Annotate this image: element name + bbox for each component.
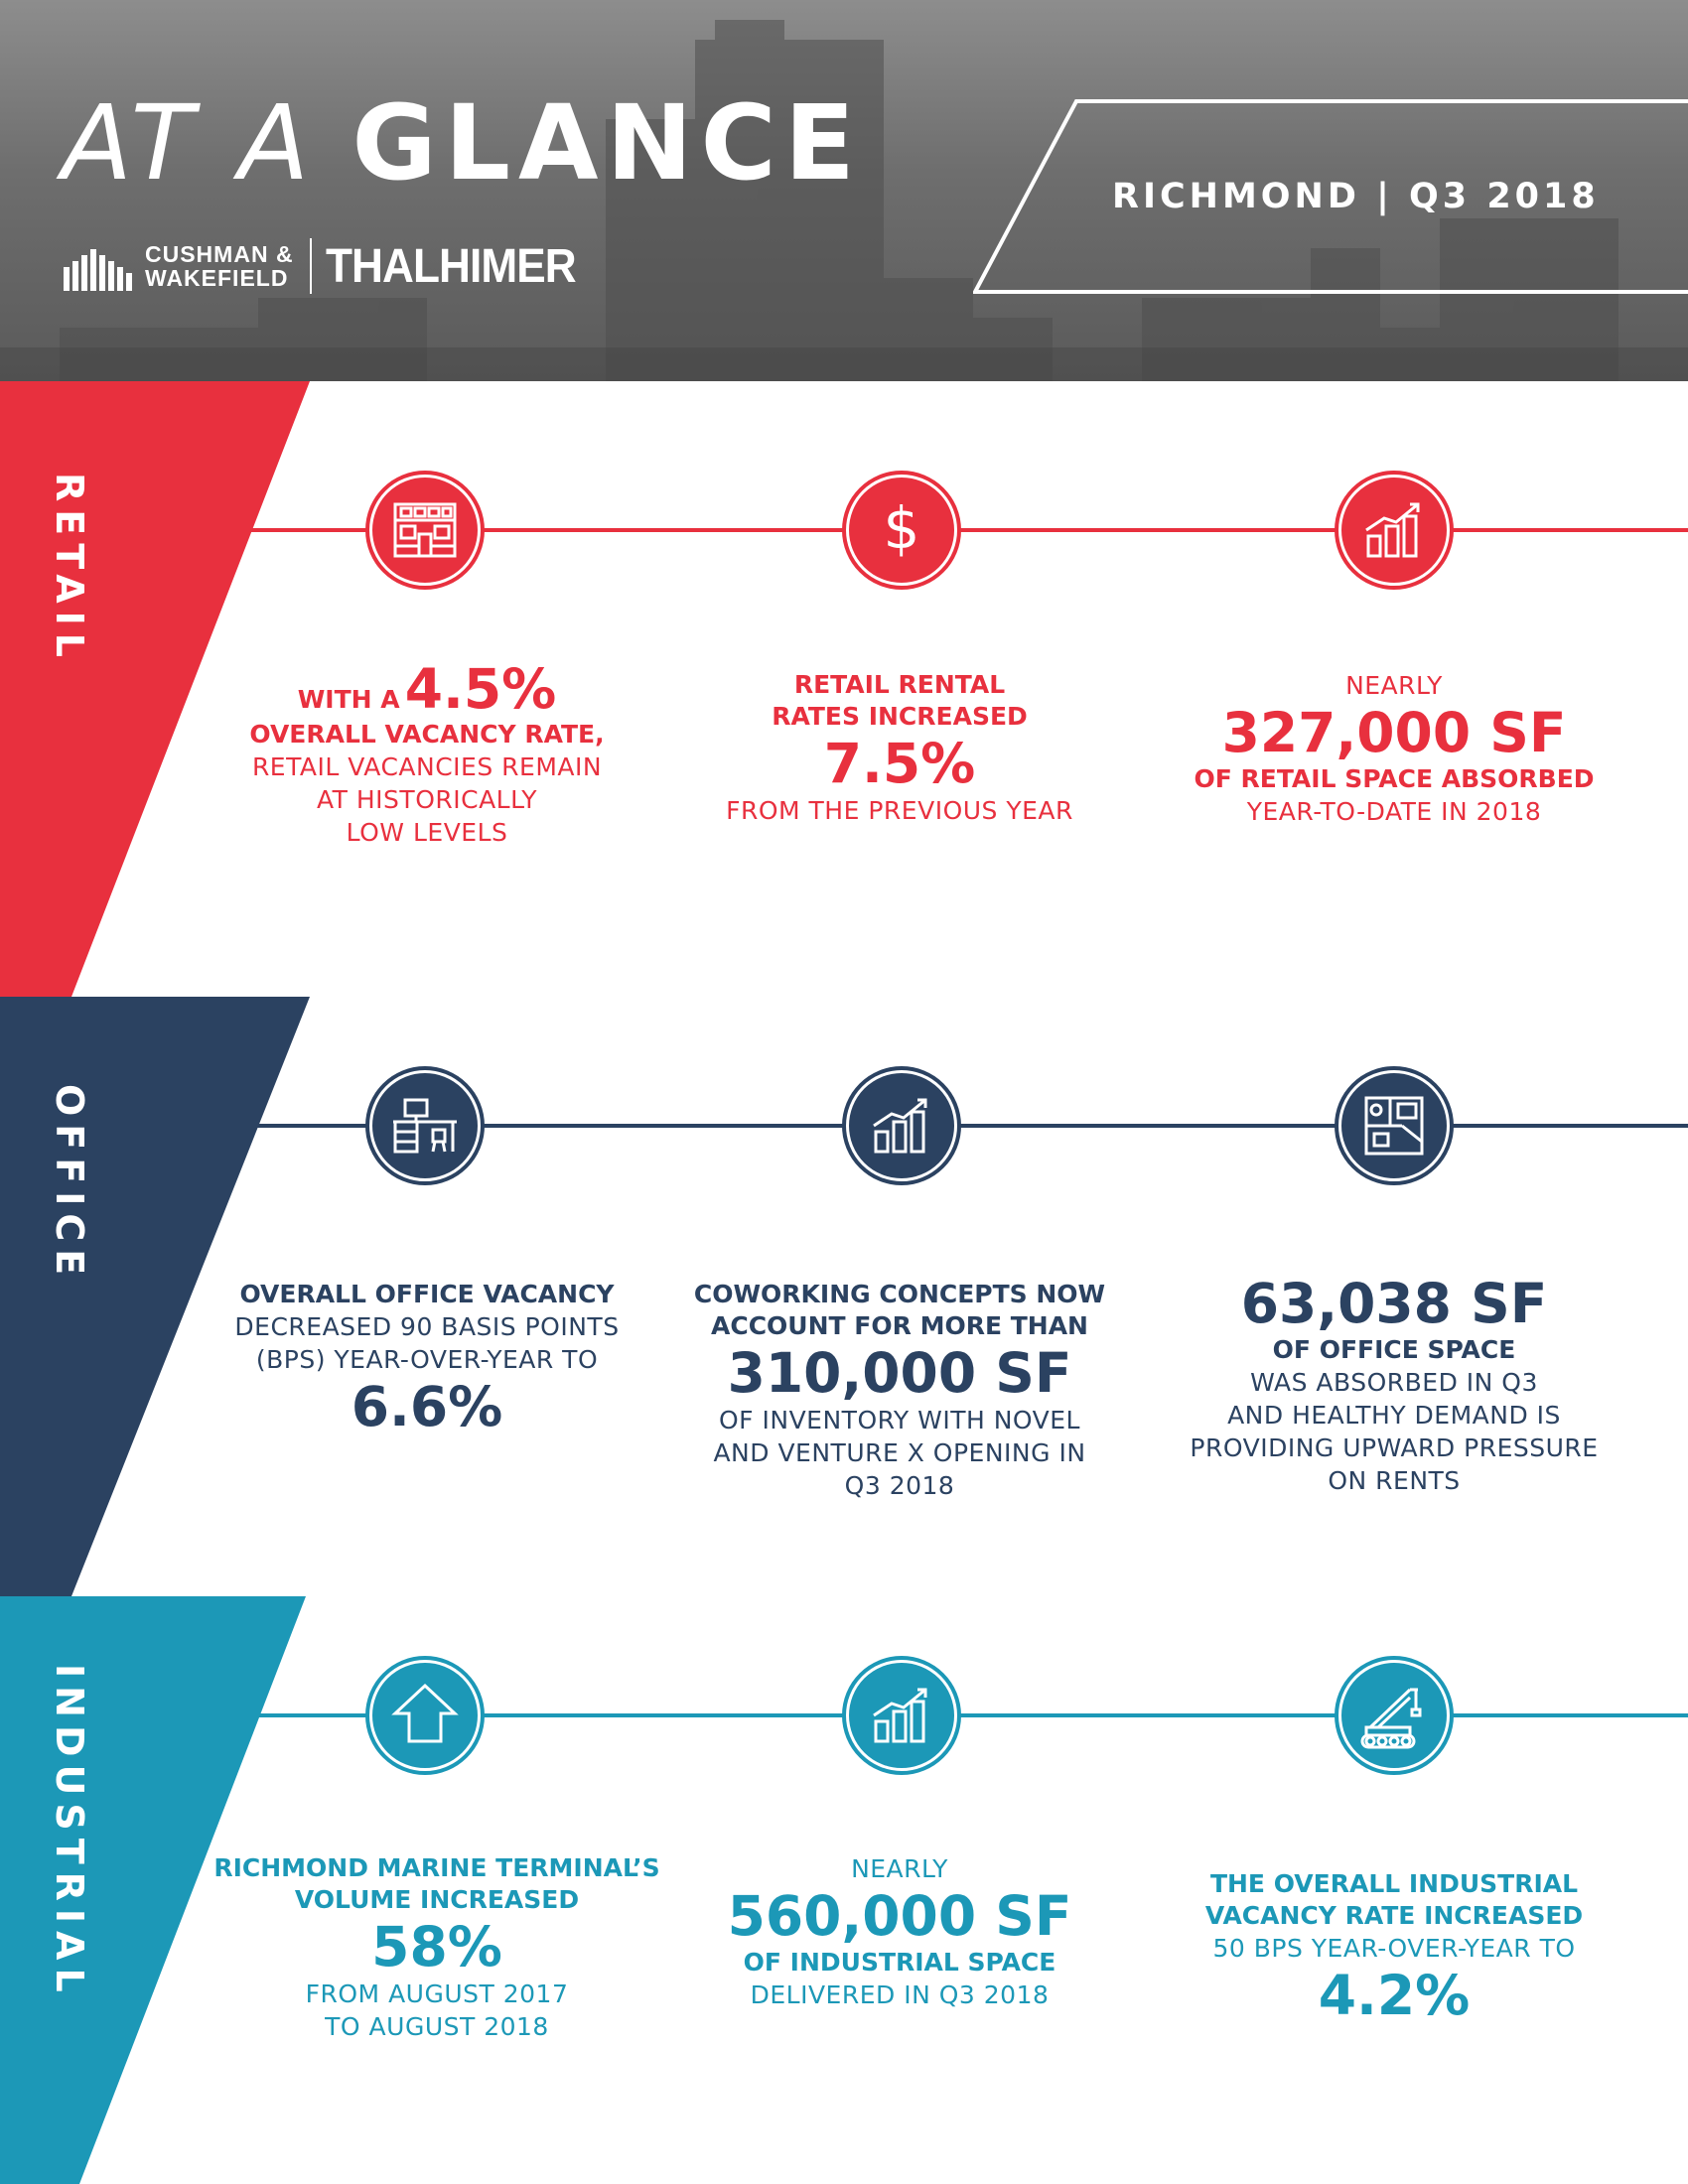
stat-bold-line: OVERALL VACANCY RATE,	[249, 720, 605, 749]
office-section-label: OFFICE	[48, 1084, 91, 1284]
marine-terminal-stat: RICHMOND MARINE TERMINAL’S VOLUME INCREA…	[199, 1852, 675, 2043]
growth-chart-icon	[1335, 471, 1454, 590]
stat-bold-line: RETAIL RENTAL	[793, 670, 1006, 699]
stat-bold-line: THE OVERALL INDUSTRIAL	[1209, 1869, 1579, 1898]
title-bold: GLANCE	[352, 82, 863, 204]
stat-bold-line: OF RETAIL SPACE ABSORBED	[1194, 764, 1595, 793]
stat-line: ON RENTS	[1328, 1466, 1461, 1495]
logo-thalhimer-text: THALHIMER	[325, 239, 577, 293]
title-light: AT A	[62, 82, 316, 204]
retail-vacancy-stat: WITH A 4.5% OVERALL VACANCY RATE, RETAIL…	[189, 659, 665, 849]
stat-line: LOW LEVELS	[346, 818, 508, 847]
industrial-delivered-stat: NEARLY 560,000 SF OF INDUSTRIAL SPACE DE…	[661, 1852, 1138, 2011]
stat-bold-line: OF OFFICE SPACE	[1272, 1335, 1516, 1364]
stat-line: (BPS) YEAR-OVER-YEAR TO	[255, 1345, 599, 1374]
stat-line: Q3 2018	[844, 1471, 955, 1500]
logo-cw-line2: WAKEFIELD	[145, 265, 289, 291]
city-skyline-background	[0, 20, 1688, 381]
industrial-divider-line	[248, 1713, 1688, 1717]
office-vacancy-stat: OVERALL OFFICE VACANCY DECREASED 90 BASI…	[189, 1279, 665, 1437]
stat-line: DECREASED 90 BASIS POINTS	[234, 1312, 620, 1341]
stat-bold-line: VACANCY RATE INCREASED	[1204, 1901, 1584, 1930]
cushman-wakefield-logo-icon	[64, 249, 132, 291]
location-period-label: RICHMOND | Q3 2018	[1112, 177, 1600, 216]
stat-line: WAS ABSORBED IN Q3	[1250, 1368, 1538, 1397]
stat-line: FROM THE PREVIOUS YEAR	[726, 796, 1073, 825]
stat-line: TO AUGUST 2018	[325, 2012, 549, 2041]
dollar-icon: $	[842, 471, 961, 590]
industrial-vacancy-stat: THE OVERALL INDUSTRIAL VACANCY RATE INCR…	[1156, 1868, 1632, 2026]
stat-bold-line: RICHMOND MARINE TERMINAL’S	[213, 1853, 660, 1882]
stat-value: 58%	[371, 1915, 502, 1979]
crane-icon	[1335, 1656, 1454, 1775]
stat-line: NEARLY	[851, 1854, 948, 1883]
stat-lead: WITH A	[297, 685, 400, 714]
stat-value: 327,000 SF	[1221, 701, 1567, 764]
stat-line: AND HEALTHY DEMAND IS	[1227, 1401, 1561, 1430]
stat-line: PROVIDING UPWARD PRESSURE	[1190, 1433, 1599, 1462]
stat-value: 7.5%	[823, 732, 976, 795]
growth-chart-icon	[842, 1066, 961, 1185]
industrial-section: INDUSTRIAL RICHMOND MARINE TERMINAL’S VO…	[0, 1596, 1688, 2184]
header: AT A GLANCE CUSHMAN & WAKEFIELD THALHIME…	[0, 0, 1688, 381]
stat-line: AND VENTURE X OPENING IN	[713, 1438, 1086, 1467]
stat-bold-line: OF INDUSTRIAL SPACE	[743, 1948, 1056, 1977]
stat-line: YEAR-TO-DATE IN 2018	[1246, 797, 1542, 826]
stat-bold-line: VOLUME INCREASED	[294, 1885, 580, 1914]
stat-line: OF INVENTORY WITH NOVEL	[719, 1406, 1080, 1434]
stat-line: 50 BPS YEAR-OVER-YEAR TO	[1212, 1934, 1576, 1963]
stat-bold-line: COWORKING CONCEPTS NOW	[693, 1280, 1106, 1308]
stat-value: 310,000 SF	[727, 1341, 1072, 1405]
stat-value: 560,000 SF	[727, 1884, 1072, 1948]
location-banner-frame	[973, 99, 1688, 294]
retail-rental-rate-stat: RETAIL RENTAL RATES INCREASED 7.5% FROM …	[661, 669, 1138, 827]
logo-cushman-wakefield-text: CUSHMAN & WAKEFIELD	[145, 242, 294, 290]
stat-line: FROM AUGUST 2017	[305, 1979, 569, 2008]
industrial-slant-band	[0, 1596, 306, 2184]
stat-value: 4.2%	[1318, 1964, 1471, 2027]
stat-line: NEARLY	[1345, 671, 1443, 700]
industrial-section-label: INDUSTRIAL	[48, 1664, 91, 2000]
retail-section: RETAIL $ WITH A 4.5% OVERALL VACANCY RAT…	[0, 381, 1688, 997]
office-slant-band	[0, 997, 310, 1596]
stat-line: DELIVERED IN Q3 2018	[750, 1980, 1050, 2009]
stat-value: 6.6%	[351, 1375, 503, 1438]
stat-bold-line: ACCOUNT FOR MORE THAN	[711, 1311, 1088, 1340]
growth-chart-icon	[842, 1656, 961, 1775]
page-title: AT A GLANCE	[62, 91, 863, 195]
office-section: OFFICE OVERALL OFFICE VACANCY DECREASED …	[0, 997, 1688, 1596]
retail-absorption-stat: NEARLY 327,000 SF OF RETAIL SPACE ABSORB…	[1156, 669, 1632, 828]
stat-value: 63,038 SF	[1240, 1272, 1548, 1335]
office-desk-icon	[365, 1066, 485, 1185]
storefront-icon	[365, 471, 485, 590]
floor-plan-icon	[1335, 1066, 1454, 1185]
stat-line: AT HISTORICALLY	[317, 785, 537, 814]
office-coworking-stat: COWORKING CONCEPTS NOW ACCOUNT FOR MORE …	[661, 1279, 1138, 1502]
logo-cw-line1: CUSHMAN &	[145, 241, 294, 267]
retail-section-label: RETAIL	[48, 473, 91, 665]
office-divider-line	[248, 1124, 1688, 1128]
company-logo: CUSHMAN & WAKEFIELD THALHIMER	[64, 238, 597, 294]
stat-bold-line: OVERALL OFFICE VACANCY	[239, 1280, 615, 1308]
stat-line: RETAIL VACANCIES REMAIN	[251, 752, 603, 781]
office-absorption-stat: 63,038 SF OF OFFICE SPACE WAS ABSORBED I…	[1156, 1273, 1632, 1497]
warehouse-arrow-icon	[365, 1656, 485, 1775]
logo-divider	[309, 238, 312, 294]
retail-divider-line	[248, 528, 1688, 532]
stat-value: 4.5%	[404, 657, 557, 721]
retail-slant-band	[0, 381, 310, 997]
stat-bold-line: RATES INCREASED	[772, 702, 1028, 731]
